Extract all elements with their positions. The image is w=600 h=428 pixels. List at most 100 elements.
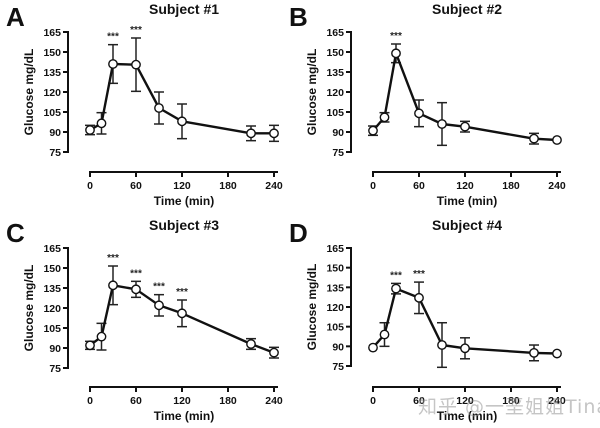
y-tick-label: 135 (43, 283, 61, 295)
y-tick-label: 105 (43, 107, 61, 119)
data-point (154, 103, 164, 113)
y-tick-label: 120 (326, 302, 344, 314)
panel-d: D Subject #4 75 90 105 120 135 150 165 Glucose mg… (289, 217, 566, 423)
x-tick-label: 240 (265, 395, 283, 407)
data-point (529, 133, 539, 144)
significance-annotation: *** (130, 25, 142, 36)
y-tick-label: 150 (326, 47, 344, 59)
data-point (437, 340, 447, 350)
significance-annotation: *** (390, 31, 402, 42)
y-tick-label: 90 (332, 127, 344, 139)
data-point (96, 118, 107, 129)
significance-annotation: *** (130, 268, 142, 279)
x-tick-label: 120 (173, 180, 191, 192)
data-point (131, 284, 141, 295)
data-point (368, 125, 378, 136)
series-line (372, 287, 558, 355)
x-tick-label: 180 (502, 180, 520, 192)
data-point (414, 292, 424, 303)
y-tick-label: 150 (326, 263, 344, 275)
data-point (177, 308, 187, 319)
y-tick-label: 105 (326, 107, 344, 119)
x-tick-label: 60 (130, 395, 142, 407)
data-point (379, 112, 390, 123)
y-tick-label: 165 (43, 27, 61, 39)
data-point (269, 347, 279, 358)
x-tick-label: 180 (502, 395, 520, 407)
data-point (529, 347, 539, 358)
y-axis-label: Glucose mg/dL (305, 49, 319, 136)
data-point (414, 108, 424, 119)
series-line (372, 52, 558, 142)
data-point (379, 329, 390, 340)
data-point (460, 121, 470, 132)
panel-letter: D (289, 218, 308, 248)
x-tick-label: 180 (219, 180, 237, 192)
y-tick-label: 105 (43, 323, 61, 335)
x-tick-label: 120 (173, 395, 191, 407)
data-point (437, 119, 447, 129)
y-axis-label: Glucose mg/dL (22, 265, 36, 352)
panel-a: A Subject #1 75 90 105 120 135 150 165 Glucose mg… (6, 1, 283, 208)
x-tick-label: 180 (219, 395, 237, 407)
x-axis-label: Time (min) (437, 194, 497, 208)
x-tick-label: 60 (130, 180, 142, 192)
x-axis-label: Time (min) (154, 194, 214, 208)
data-point (391, 283, 401, 294)
significance-annotation: *** (153, 282, 165, 293)
y-tick-label: 150 (43, 263, 61, 275)
significance-annotation: *** (107, 32, 119, 43)
y-tick-label: 90 (332, 341, 344, 353)
data-point (552, 348, 562, 359)
x-tick-label: 120 (456, 180, 474, 192)
y-tick-label: 135 (326, 282, 344, 294)
x-tick-label: 0 (370, 395, 376, 407)
data-point (108, 280, 118, 291)
watermark: 知乎 @一垩姐姐Tina (418, 396, 600, 418)
y-tick-label: 120 (43, 303, 61, 315)
y-tick-label: 90 (49, 343, 61, 355)
y-tick-label: 105 (326, 322, 344, 334)
series-line (89, 62, 274, 135)
y-axis-label: Glucose mg/dL (22, 49, 36, 136)
x-tick-label: 0 (370, 180, 376, 192)
y-tick-label: 165 (326, 243, 344, 255)
significance-annotation: *** (176, 287, 188, 298)
x-tick-label: 240 (548, 180, 566, 192)
significance-annotation: *** (390, 270, 402, 281)
x-tick-label: 60 (413, 180, 425, 192)
x-tick-label: 240 (265, 180, 283, 192)
y-tick-label: 75 (49, 147, 61, 159)
data-point (85, 340, 95, 351)
x-tick-label: 0 (87, 180, 93, 192)
y-tick-label: 165 (43, 243, 61, 255)
series-line (89, 284, 275, 354)
panel-b: B Subject #2 75 90 105 120 135 150 165 Glucose mg… (289, 1, 566, 208)
y-tick-label: 135 (43, 67, 61, 79)
chart-title: Subject #4 (432, 217, 502, 233)
data-point (131, 59, 141, 70)
y-tick-label: 75 (49, 363, 61, 375)
data-point (108, 59, 118, 69)
panel-letter: C (6, 218, 25, 248)
y-tick-label: 75 (332, 361, 344, 373)
x-tick-label: 0 (87, 395, 93, 407)
data-point (269, 128, 279, 139)
chart-title: Subject #1 (149, 1, 219, 17)
y-tick-label: 165 (326, 27, 344, 39)
data-point (85, 125, 95, 135)
data-point (246, 339, 256, 349)
panel-letter: A (6, 2, 25, 32)
x-tick-label: 120 (456, 395, 474, 407)
y-tick-label: 75 (332, 147, 344, 159)
significance-annotation: *** (107, 253, 119, 264)
data-point (460, 343, 470, 354)
data-point (246, 128, 256, 139)
y-tick-label: 120 (326, 87, 344, 99)
y-tick-label: 150 (43, 47, 61, 59)
panel-c: C Subject #3 75 90 105 120 135 150 165 Glucose mg… (6, 217, 283, 423)
x-tick-label: 60 (413, 395, 425, 407)
chart-title: Subject #3 (149, 217, 219, 233)
y-axis-label: Glucose mg/dL (305, 264, 319, 351)
